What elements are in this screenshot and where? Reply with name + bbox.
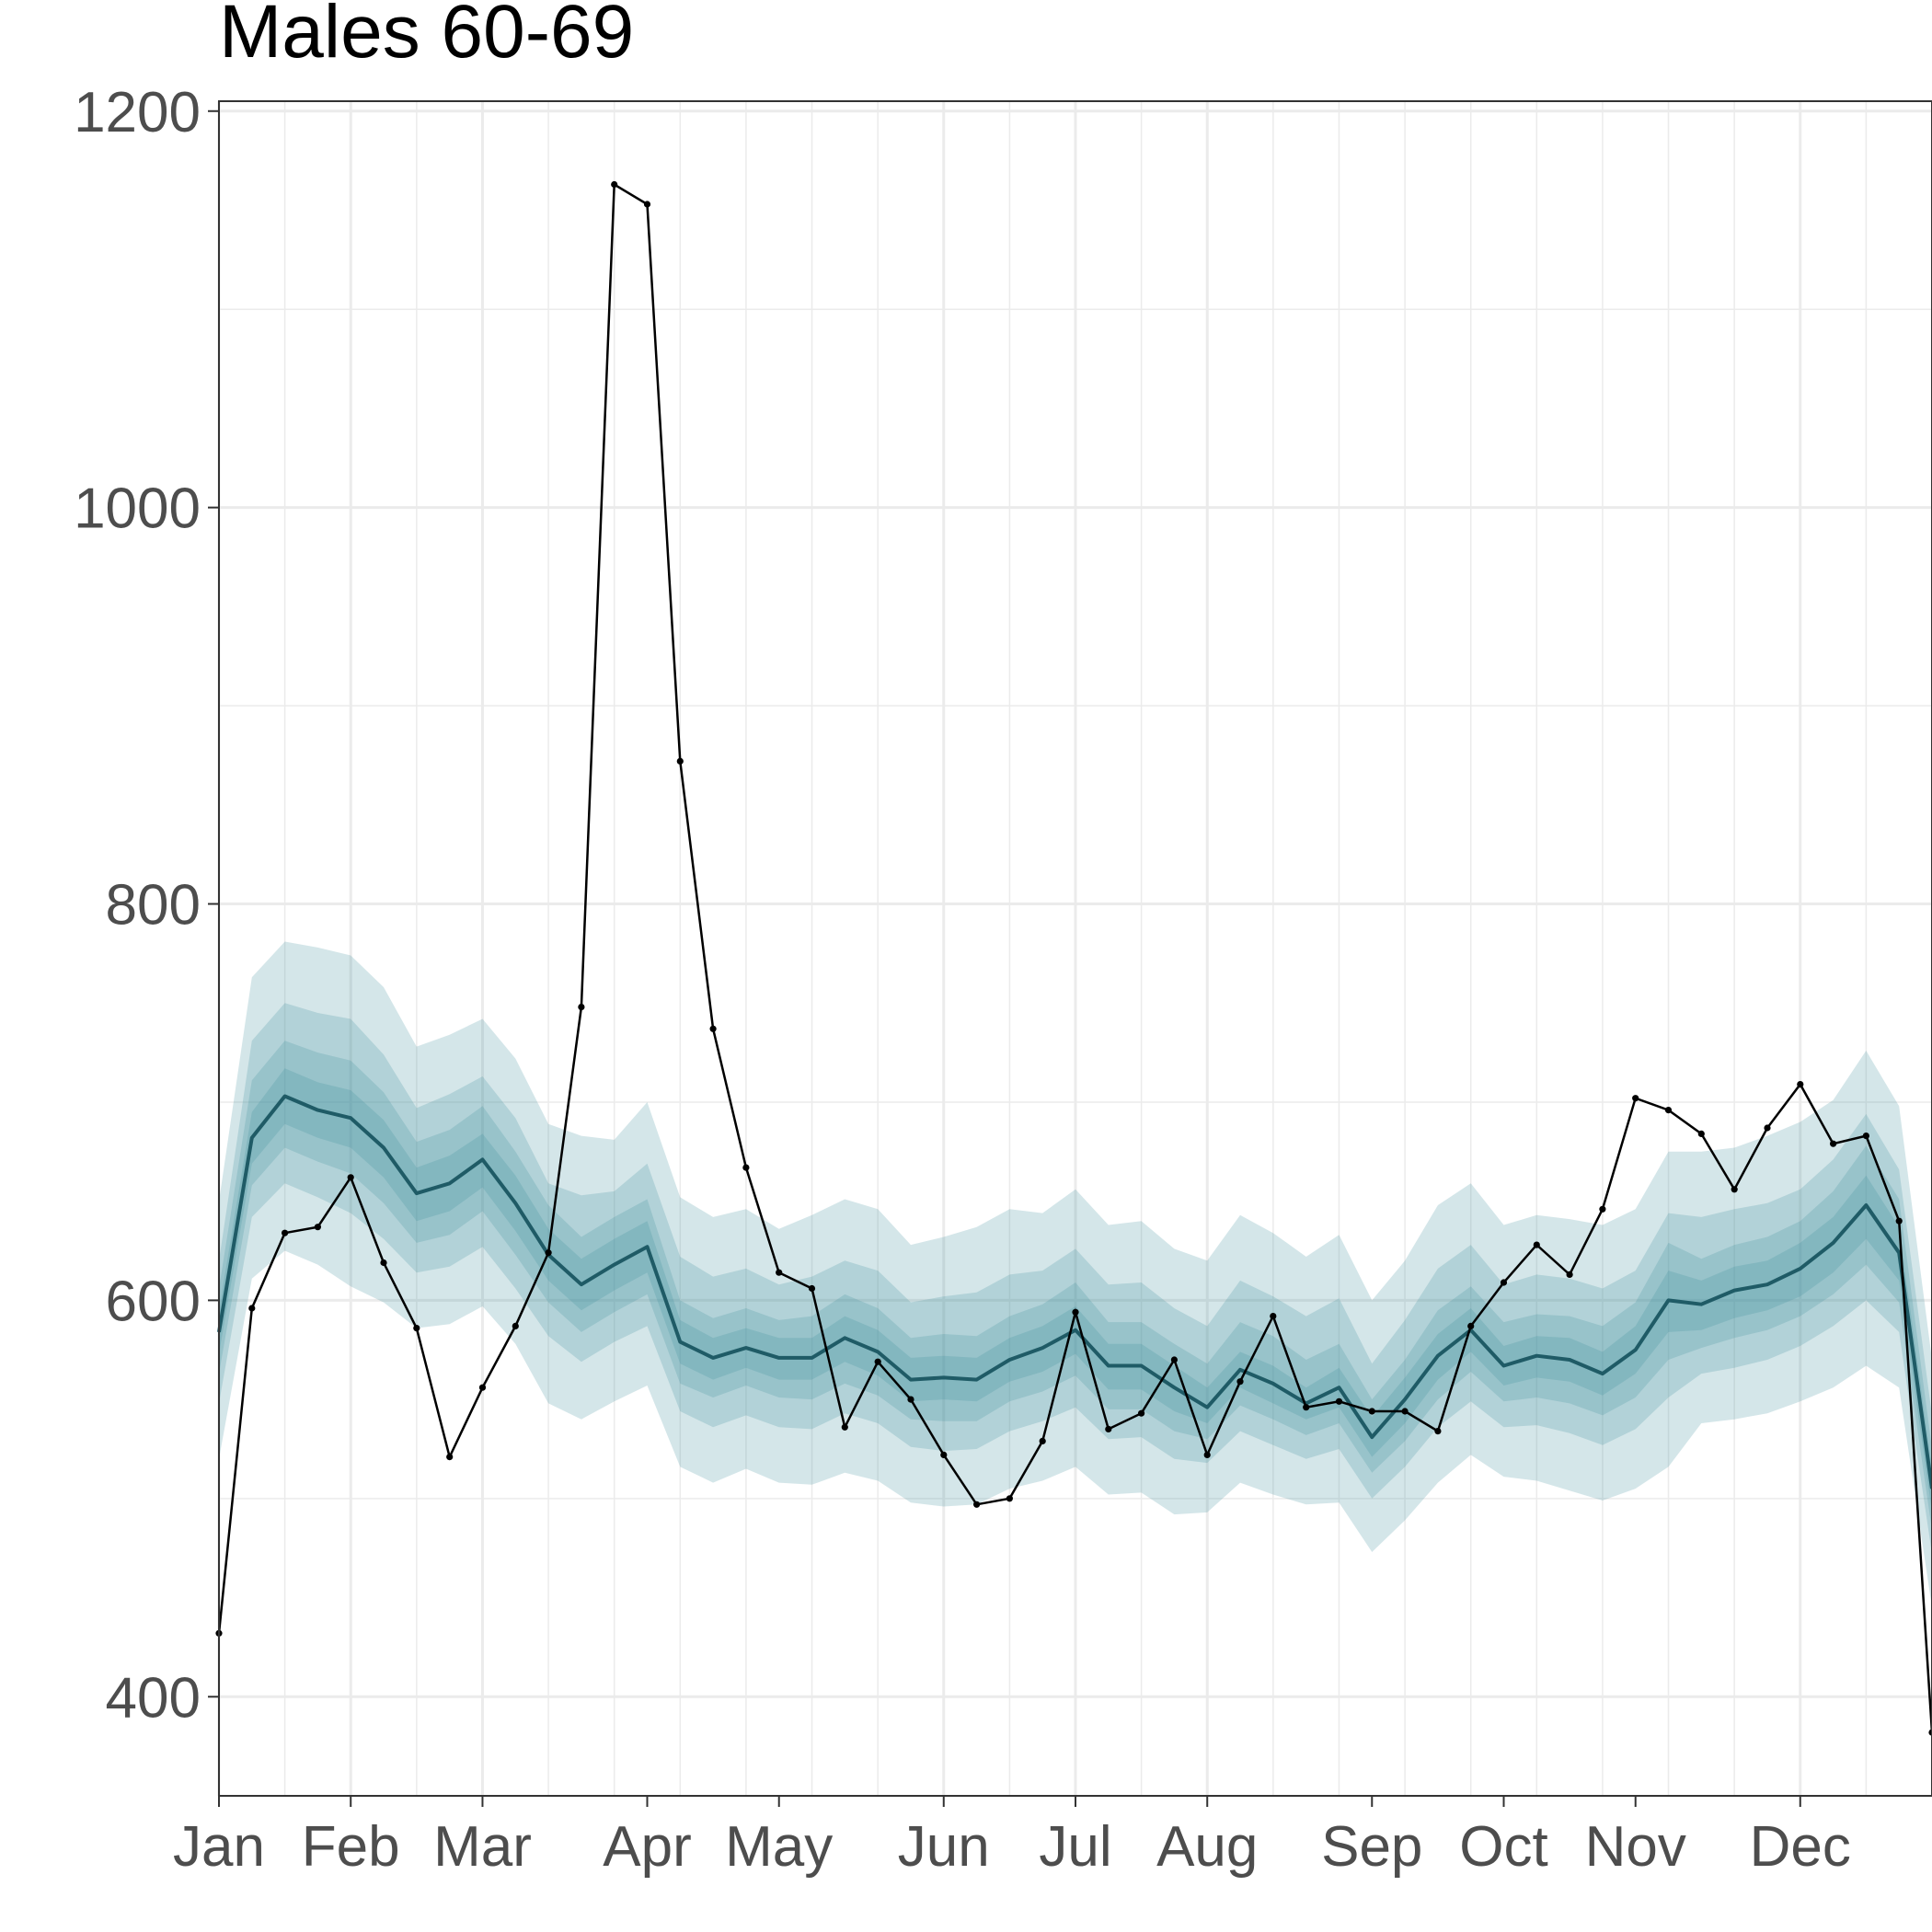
- observed-point: [776, 1269, 783, 1276]
- observed-point: [1434, 1428, 1442, 1435]
- observed-point: [1072, 1308, 1079, 1316]
- observed-point: [1335, 1397, 1343, 1405]
- observed-point: [1203, 1451, 1211, 1458]
- forecast-band-4: [219, 1068, 1932, 1512]
- y-tick-label: 400: [106, 1666, 201, 1730]
- x-tick-label: Jan: [173, 1815, 265, 1879]
- x-tick-label: May: [725, 1815, 833, 1879]
- observed-point: [841, 1423, 848, 1431]
- observed-point: [1830, 1140, 1837, 1147]
- y-tick-label: 600: [106, 1270, 201, 1333]
- observed-point: [478, 1384, 487, 1391]
- x-tick-label: Apr: [603, 1815, 691, 1879]
- observed-point: [1170, 1356, 1178, 1363]
- x-tick-label: Aug: [1156, 1815, 1258, 1879]
- observed-point: [709, 1025, 717, 1032]
- observed-series: [215, 180, 1932, 1736]
- observed-point: [282, 1229, 289, 1236]
- x-tick-label: Sep: [1321, 1815, 1422, 1879]
- x-tick-label: Mar: [433, 1815, 532, 1879]
- observed-point: [973, 1501, 981, 1508]
- observed-point: [940, 1451, 948, 1458]
- observed-point: [611, 180, 618, 189]
- observed-point: [1039, 1437, 1046, 1444]
- forecast-band-1: [219, 941, 1932, 1608]
- forecast-band-3: [219, 1041, 1932, 1531]
- observed-point: [1664, 1107, 1673, 1114]
- median-line: [217, 1094, 1932, 1489]
- observed-point: [1862, 1133, 1869, 1140]
- observed-point: [1401, 1408, 1409, 1415]
- observed-point: [1500, 1279, 1508, 1286]
- chart-title: Males 60-69: [219, 0, 634, 74]
- observed-point: [1138, 1409, 1145, 1417]
- observed-point: [446, 1454, 454, 1461]
- observed-point: [545, 1249, 552, 1257]
- observed-point: [347, 1174, 354, 1181]
- observed-point: [1731, 1186, 1738, 1193]
- observed-point: [380, 1259, 387, 1267]
- observed-point: [1697, 1130, 1705, 1137]
- observed-point: [676, 757, 684, 765]
- grid: [217, 101, 1932, 1796]
- observed-point: [1632, 1095, 1639, 1102]
- observed-point: [512, 1322, 519, 1329]
- y-tick-label: 1200: [74, 81, 201, 144]
- observed-point: [1566, 1271, 1573, 1278]
- forecast-band-2: [219, 1003, 1932, 1555]
- observed-point: [808, 1284, 816, 1293]
- observed-point: [1105, 1425, 1112, 1432]
- x-tick-label: Nov: [1585, 1815, 1686, 1879]
- observed-point: [1895, 1217, 1903, 1225]
- observed-point: [1599, 1205, 1606, 1213]
- observed-point: [314, 1224, 321, 1231]
- observed-point: [742, 1164, 750, 1171]
- axes: 400 600 800 1000 1200 Jan Feb Mar Apr May Jun Jul Au…: [74, 81, 1851, 1879]
- observed-point: [413, 1325, 420, 1332]
- x-tick-label: Feb: [302, 1815, 400, 1879]
- observed-point: [1368, 1408, 1375, 1415]
- observed-point: [1006, 1495, 1013, 1502]
- y-tick-label: 800: [106, 874, 201, 937]
- observed-point: [1764, 1124, 1771, 1132]
- observed-point: [874, 1358, 881, 1365]
- observed-point: [578, 1004, 585, 1011]
- y-tick-label: 1000: [74, 477, 201, 541]
- observed-point: [907, 1396, 914, 1403]
- x-tick-label: Jul: [1039, 1815, 1111, 1879]
- observed-point: [643, 201, 651, 208]
- observed-point: [1303, 1404, 1310, 1411]
- observed-point: [248, 1305, 256, 1312]
- observed-point: [1533, 1241, 1540, 1248]
- observed-point: [1467, 1322, 1475, 1329]
- x-tick-label: Oct: [1459, 1815, 1547, 1879]
- forecast-bands: [219, 941, 1932, 1608]
- observed-point: [1236, 1378, 1244, 1386]
- observed-point: [1270, 1313, 1277, 1320]
- x-tick-label: Dec: [1750, 1815, 1851, 1879]
- x-tick-label: Jun: [898, 1815, 990, 1879]
- forecast-median: [217, 1094, 1932, 1489]
- observed-point: [1797, 1081, 1804, 1088]
